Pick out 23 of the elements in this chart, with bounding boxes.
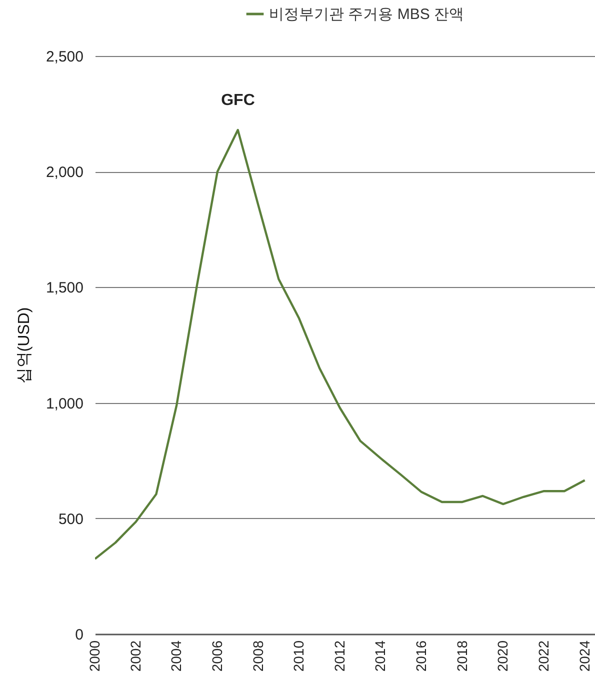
y-tick-label: 0	[75, 626, 84, 644]
x-tick-label: 2000	[86, 640, 102, 672]
x-tick-label: 2020	[494, 640, 511, 672]
x-tick-label: 2024	[576, 640, 592, 672]
x-tick-label: 2010	[290, 640, 307, 672]
legend-label: 비정부기관 주거용 MBS 잔액	[269, 6, 464, 23]
x-tick-label: 2004	[168, 640, 184, 672]
x-tick-label: 2002	[127, 640, 144, 672]
y-axis-title: 십억(USD)	[16, 307, 33, 384]
y-tick-label: 1,500	[46, 280, 84, 297]
y-tick-label: 2,500	[46, 48, 84, 66]
annotation: GFC	[221, 92, 256, 109]
x-tick-label: 2012	[331, 640, 348, 672]
x-tick-label: 2018	[454, 640, 470, 672]
y-tick-label: 500	[58, 510, 84, 528]
line-series	[95, 128, 586, 560]
x-tick-label: 2008	[250, 640, 266, 672]
y-tick-label: 1,000	[46, 395, 84, 412]
x-tick-label: 2016	[413, 640, 430, 672]
x-tick-label: 2006	[208, 640, 225, 672]
x-tick-label: 2022	[535, 640, 552, 672]
x-tick-label: 2014	[372, 640, 388, 672]
y-tick-label: 2,000	[46, 164, 84, 182]
